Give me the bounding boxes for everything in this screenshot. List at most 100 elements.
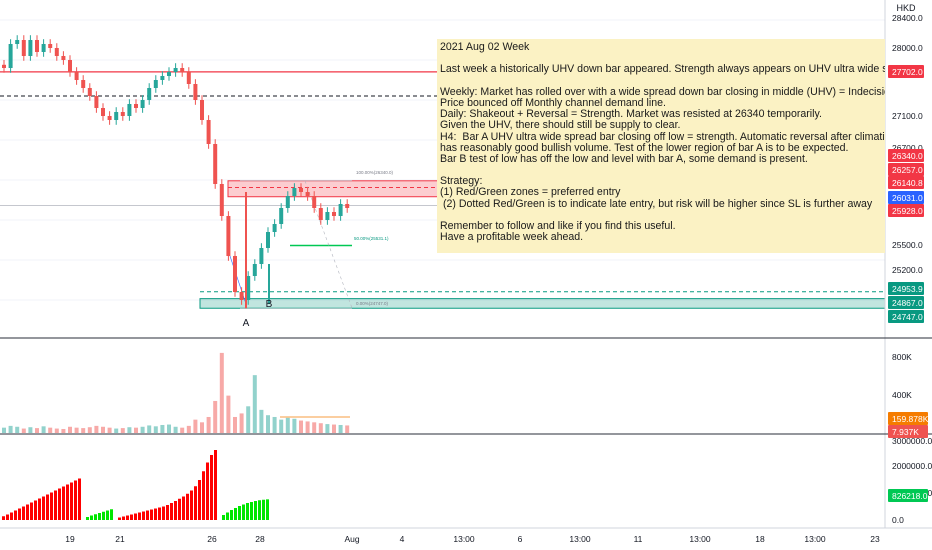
indicator-bar bbox=[186, 493, 189, 520]
volume-bar bbox=[272, 416, 277, 433]
volume-bar bbox=[114, 428, 119, 433]
volume-bar bbox=[87, 427, 92, 433]
bar-a-label: A bbox=[243, 318, 250, 329]
time-tick: 23 bbox=[870, 534, 880, 544]
indicator-bar bbox=[210, 455, 213, 520]
candle-body bbox=[246, 276, 251, 300]
price-tick: 25500.0 bbox=[892, 240, 923, 250]
volume-bar bbox=[233, 416, 237, 433]
indicator-bar bbox=[242, 504, 245, 520]
price-label: 26031.0 bbox=[892, 193, 923, 203]
indicator-bar bbox=[122, 516, 125, 520]
volume-bar bbox=[226, 395, 231, 433]
time-tick: 13:00 bbox=[689, 534, 711, 544]
volume-bar bbox=[15, 426, 20, 433]
volume-bar bbox=[180, 427, 185, 433]
candle-body bbox=[94, 96, 99, 108]
volume-bar bbox=[8, 425, 13, 433]
volume-bar bbox=[239, 413, 244, 433]
indicator-bar bbox=[46, 494, 49, 520]
time-tick: 26 bbox=[207, 534, 217, 544]
candle-body bbox=[285, 196, 290, 208]
candle-body bbox=[101, 108, 105, 116]
candle-body bbox=[226, 216, 231, 256]
volume-bar bbox=[279, 419, 284, 433]
volume-bar bbox=[246, 406, 251, 433]
candle-body bbox=[312, 196, 317, 208]
indicator-bar bbox=[202, 471, 205, 520]
time-axis: 19 21 26 28 Aug 4 13:00 6 13:00 11 13:00 18 13:00 23 bbox=[65, 534, 880, 544]
volume-bar bbox=[61, 428, 66, 433]
price-axis-labels: 27702.0 26340.0 26257.0 26140.8 26031.0 25928… bbox=[888, 65, 924, 323]
volume-bar bbox=[219, 352, 224, 433]
volume-bar bbox=[206, 416, 211, 433]
indicator-bar bbox=[22, 506, 25, 520]
candle-body bbox=[325, 212, 330, 220]
indicator-bar bbox=[174, 501, 177, 520]
candle-body bbox=[2, 64, 6, 68]
candle-body bbox=[21, 40, 26, 56]
indicator-bar bbox=[38, 498, 41, 520]
volume-tick: 800K bbox=[892, 352, 912, 362]
indicator-bar bbox=[34, 500, 37, 520]
price-tick: 25200.0 bbox=[892, 265, 923, 275]
price-label-bg bbox=[888, 204, 924, 217]
indicator-bar bbox=[130, 514, 133, 520]
indicator-tick: 0.0 bbox=[892, 515, 904, 525]
candle-body bbox=[15, 40, 20, 44]
analysis-note[interactable]: 2021 Aug 02 Week Last week a historicall… bbox=[437, 39, 885, 253]
indicator-bar bbox=[230, 510, 233, 520]
volume-bar bbox=[266, 415, 270, 433]
note-line: Daily: Shakeout + Reversal = Strength. M… bbox=[440, 108, 822, 121]
price-label-bg bbox=[888, 176, 924, 189]
time-tick: 13:00 bbox=[453, 534, 475, 544]
note-line: Price bounced off Monthly channel demand… bbox=[440, 96, 666, 109]
volume-bar bbox=[259, 409, 264, 433]
price-tick: 28400.0 bbox=[892, 13, 923, 23]
candle-body bbox=[28, 40, 33, 56]
volume-axis-labels: 159.878K 7.937K bbox=[888, 412, 929, 438]
indicator-tick: 2000000.0 bbox=[892, 461, 932, 471]
indicator-bar bbox=[146, 510, 149, 520]
volume-bar bbox=[345, 425, 350, 433]
indicator-bar bbox=[2, 516, 5, 520]
indicator-bar bbox=[26, 504, 29, 520]
volume-bar bbox=[153, 426, 158, 433]
candle-body bbox=[318, 208, 323, 220]
volume-bar bbox=[299, 420, 303, 433]
candle-body bbox=[213, 144, 218, 184]
candle-body bbox=[252, 264, 257, 276]
indicator-bar bbox=[134, 513, 137, 520]
volume-bar bbox=[318, 423, 323, 433]
volume-bar bbox=[213, 400, 218, 433]
indicator-bar bbox=[54, 490, 57, 520]
indicator-bar bbox=[66, 484, 69, 520]
candle-body bbox=[140, 100, 145, 108]
candle-body bbox=[299, 188, 303, 192]
support-zone bbox=[199, 298, 886, 309]
candle-body bbox=[35, 40, 39, 52]
candle-body bbox=[279, 208, 284, 224]
indicator-bar bbox=[258, 500, 261, 520]
time-tick: 18 bbox=[755, 534, 765, 544]
candle-body bbox=[167, 72, 171, 76]
volume-bar bbox=[48, 427, 53, 433]
volume-bar bbox=[332, 424, 336, 433]
indicator-bar bbox=[18, 508, 21, 520]
price-axis-ticks: 28400.028000.027600.027100.026700.025500… bbox=[892, 13, 923, 275]
note-line: Given the UHV, there should still be sup… bbox=[440, 119, 681, 132]
volume-bar bbox=[160, 424, 165, 433]
indicator-bar bbox=[254, 501, 257, 520]
candle-body bbox=[233, 256, 237, 292]
indicator-bar bbox=[222, 515, 225, 520]
price-label: 24953.9 bbox=[892, 284, 923, 294]
candle-body bbox=[147, 88, 152, 100]
volume-bar bbox=[338, 424, 343, 433]
candle-body bbox=[54, 48, 59, 56]
indicator-bar bbox=[182, 496, 185, 520]
candle-body bbox=[8, 44, 13, 68]
candles bbox=[2, 35, 350, 309]
volume-tick: 400K bbox=[892, 390, 912, 400]
